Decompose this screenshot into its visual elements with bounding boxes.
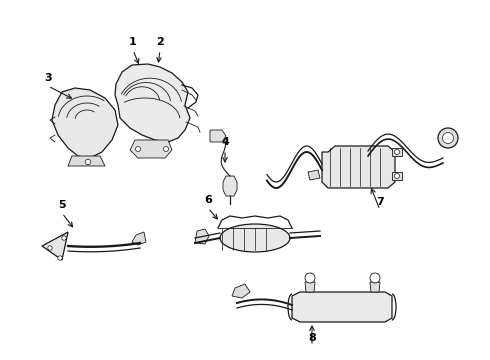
- Text: 7: 7: [376, 197, 384, 207]
- Polygon shape: [292, 292, 392, 322]
- Circle shape: [48, 246, 52, 250]
- Text: 4: 4: [221, 137, 229, 147]
- Polygon shape: [68, 156, 105, 166]
- Text: 5: 5: [58, 200, 66, 210]
- Ellipse shape: [220, 224, 290, 252]
- Polygon shape: [223, 176, 237, 196]
- Text: 8: 8: [308, 333, 316, 343]
- Polygon shape: [195, 229, 209, 244]
- Polygon shape: [232, 284, 250, 298]
- Circle shape: [62, 236, 66, 240]
- Polygon shape: [210, 130, 226, 142]
- Circle shape: [136, 147, 141, 152]
- Text: 1: 1: [129, 37, 137, 47]
- Circle shape: [58, 256, 62, 260]
- Circle shape: [164, 147, 169, 152]
- Text: 2: 2: [156, 37, 164, 47]
- Text: 6: 6: [204, 195, 212, 205]
- Polygon shape: [392, 148, 402, 156]
- Polygon shape: [115, 64, 190, 142]
- Circle shape: [305, 273, 315, 283]
- Circle shape: [85, 159, 91, 165]
- Circle shape: [394, 149, 399, 154]
- Circle shape: [438, 128, 458, 148]
- Polygon shape: [52, 88, 118, 158]
- Polygon shape: [392, 172, 402, 180]
- Polygon shape: [132, 232, 146, 245]
- Circle shape: [370, 273, 380, 283]
- Polygon shape: [42, 232, 68, 260]
- Polygon shape: [308, 170, 320, 180]
- Polygon shape: [322, 146, 395, 188]
- Polygon shape: [305, 282, 315, 292]
- Text: 3: 3: [44, 73, 52, 83]
- Circle shape: [442, 132, 454, 144]
- Circle shape: [394, 174, 399, 179]
- Polygon shape: [370, 282, 380, 292]
- Polygon shape: [130, 140, 172, 158]
